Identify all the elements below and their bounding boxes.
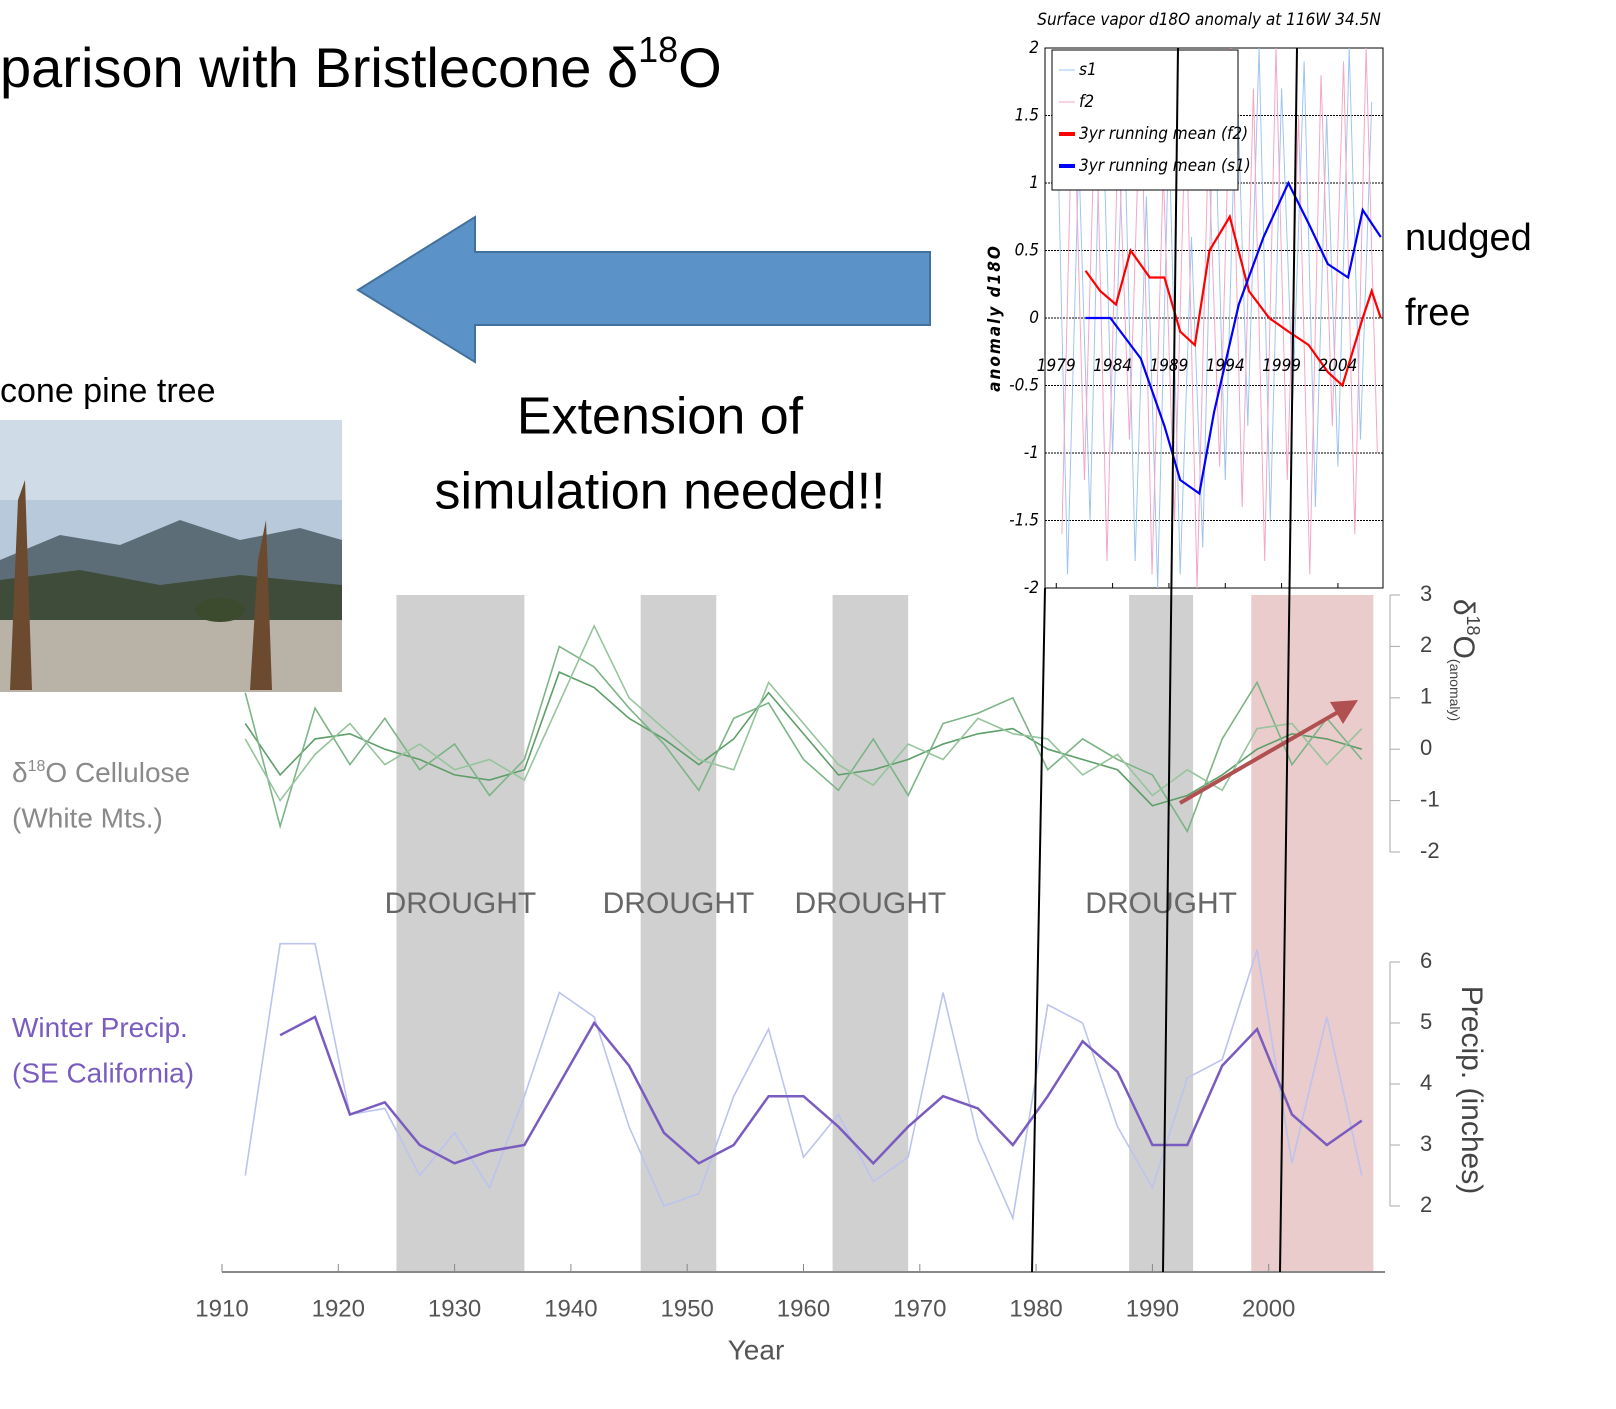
x-tick-label: 1979 (1037, 356, 1076, 376)
y2-tick-label: 2 (1420, 1192, 1432, 1217)
label-part: δ (12, 757, 28, 788)
title-end: O (678, 36, 722, 99)
line (1084, 213, 1382, 388)
x-tick-label: 1920 (312, 1295, 365, 1322)
x-tick-label: 1950 (661, 1295, 714, 1322)
y2-axis-label: Precip. (inches) (1455, 986, 1488, 1194)
y-tick-label: -0.5 (1009, 376, 1039, 396)
side-label: free (1405, 292, 1470, 334)
line (244, 942, 1363, 1221)
y2-tick-label: 5 (1420, 1009, 1432, 1034)
y-tick-label: 3 (1420, 581, 1432, 606)
connector-lines (1031, 47, 1298, 1273)
band (1251, 595, 1374, 1272)
y-tick-label: -1.5 (1009, 511, 1039, 531)
x-tick-label: 1980 (1009, 1295, 1062, 1322)
legend-label: s1 (1079, 60, 1097, 80)
series-label: δ18O Cellulose (12, 757, 190, 788)
y-axis-label: δ18O(anomaly) (1447, 599, 1483, 721)
legend-label: 3yr running mean (f2) (1079, 124, 1248, 144)
y-tick-label: -1 (1420, 786, 1440, 811)
x-tick-label: 1930 (428, 1295, 481, 1322)
x-axis-label: Year (728, 1334, 785, 1365)
x-tick-label: 2000 (1242, 1295, 1295, 1322)
line (244, 671, 1362, 807)
band-label: DROUGHT (385, 887, 537, 920)
band-label: DROUGHT (1085, 887, 1237, 920)
x-tick-label: 1999 (1262, 356, 1301, 376)
x-tick-label: 1960 (777, 1295, 830, 1322)
x-tick-label: 1994 (1206, 356, 1245, 376)
y-tick-label: 1 (1029, 173, 1039, 193)
label-part: Winter Precip. (12, 1012, 188, 1043)
y2-tick-label: 4 (1420, 1070, 1432, 1095)
y-tick-label: -1 (1024, 443, 1039, 463)
y-tick-label: -2 (1024, 578, 1039, 598)
series-label: (White Mts.) (12, 802, 163, 833)
band (1129, 595, 1194, 1272)
inset-chart: Surface vapor d18O anomaly at 116W 34.5N… (985, 10, 1384, 598)
y-tick-label: -2 (1420, 838, 1440, 863)
slide-title: parison with Bristlecone δ18O (0, 29, 722, 99)
trend-arrow-head (1330, 700, 1358, 724)
photo-caption: cone pine tree (0, 372, 216, 410)
line (244, 623, 1363, 803)
line (1061, 47, 1378, 589)
photo (0, 420, 342, 692)
label-part: O Cellulose (45, 757, 190, 788)
title-sup: 18 (638, 29, 678, 70)
x-tick-label: 2004 (1318, 356, 1357, 376)
legend-box (1051, 49, 1239, 191)
label-part: (anomaly) (1447, 659, 1463, 721)
main-chart: DROUGHT DROUGHT DROUGHT DROUGHT 1910 1920 1930… (12, 581, 1488, 1366)
y-tick-label: 1 (1420, 684, 1432, 709)
x-tick-label: 1989 (1149, 356, 1188, 376)
x-tick-label: 1984 (1093, 356, 1132, 376)
y-tick-label: 0.5 (1015, 241, 1039, 261)
y-tick-label: 2 (1420, 632, 1432, 657)
trend-arrow (1179, 706, 1346, 805)
y2-tick-label: 6 (1420, 948, 1432, 973)
y-tick-label: 0 (1029, 308, 1039, 328)
y-tick-label: 0 (1420, 735, 1432, 760)
legend-label: 3yr running mean (s1) (1079, 156, 1251, 176)
band (396, 595, 525, 1272)
line (1085, 180, 1382, 496)
x-tick-label: 1910 (195, 1295, 248, 1322)
label-part: 18 (28, 758, 46, 775)
label-part: 18 (1463, 616, 1483, 636)
line (279, 1015, 1363, 1166)
band-label: DROUGHT (795, 887, 947, 920)
y-tick-label: 2 (1029, 38, 1039, 58)
title-text: parison with Bristlecone δ (0, 36, 638, 99)
arrow-text: Extension of (517, 388, 804, 446)
y2-tick-label: 3 (1420, 1131, 1432, 1156)
series-label: (SE California) (12, 1057, 194, 1088)
band (832, 595, 909, 1272)
y-tick-label: 1.5 (1015, 106, 1039, 126)
side-label: nudged (1405, 217, 1532, 259)
arrow (356, 215, 931, 364)
band (640, 595, 717, 1272)
label-part: δ (1447, 599, 1480, 616)
legend-label: f2 (1079, 92, 1094, 112)
inset-title: Surface vapor d18O anomaly at 116W 34.5N (1037, 10, 1381, 30)
arrow-text: simulation needed!! (435, 463, 886, 521)
x-tick-label: 1940 (544, 1295, 597, 1322)
x-tick-label: 1970 (893, 1295, 946, 1322)
y-axis-label: anomaly d18O (985, 244, 1005, 392)
line (244, 645, 1363, 834)
x-tick-label: 1990 (1126, 1295, 1179, 1322)
series-label: Winter Precip. (12, 1012, 188, 1043)
band-label: DROUGHT (603, 887, 755, 920)
label-part: O (1447, 636, 1480, 659)
